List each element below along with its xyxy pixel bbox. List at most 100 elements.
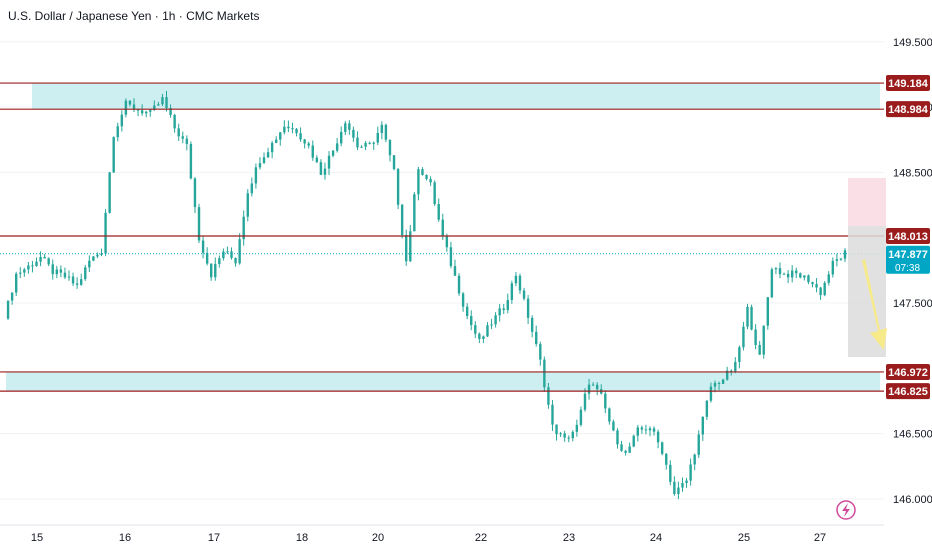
candle-body	[681, 483, 683, 488]
candle-body	[303, 140, 305, 144]
candle-body	[742, 327, 744, 348]
candle-body	[442, 220, 444, 236]
candle-body	[738, 347, 740, 362]
candle-body	[844, 250, 846, 258]
candle-body	[633, 436, 635, 447]
candle-body	[490, 324, 492, 325]
candle-body	[669, 465, 671, 482]
candle-body	[527, 299, 529, 318]
countdown-label: 07:38	[895, 263, 920, 274]
candle-body	[446, 236, 448, 247]
candle-body	[283, 127, 285, 133]
level-badge-label: 148.013	[888, 231, 928, 243]
candle-body	[803, 275, 805, 277]
candle-body	[698, 434, 700, 454]
candle-body	[620, 444, 622, 450]
candle-body	[438, 204, 440, 220]
candle-body	[43, 257, 45, 258]
candle-body	[393, 155, 395, 169]
candle-body	[685, 481, 687, 483]
candle-body	[628, 446, 630, 452]
candles	[7, 91, 846, 499]
candle-body	[608, 408, 610, 421]
candle-body	[568, 438, 570, 439]
candle-body	[125, 101, 127, 115]
candle-body	[474, 325, 476, 334]
candle-body	[645, 429, 647, 430]
candle-body	[828, 274, 830, 282]
candle-body	[702, 417, 704, 435]
candle-body	[710, 387, 712, 401]
y-tick-label: 147.500	[893, 298, 932, 310]
candle-body	[482, 336, 484, 338]
candle-body	[498, 308, 500, 315]
candle-body	[405, 235, 407, 261]
price-lines	[0, 83, 884, 391]
candle-body	[39, 257, 41, 262]
candle-body	[312, 146, 314, 158]
candle-body	[661, 442, 663, 454]
candle-body	[767, 297, 769, 325]
candle-body	[811, 282, 813, 284]
candle-body	[466, 307, 468, 316]
candle-body	[584, 394, 586, 410]
candle-body	[775, 268, 777, 269]
x-tick-label: 15	[31, 532, 43, 544]
x-tick-label: 25	[738, 532, 750, 544]
candle-body	[324, 169, 326, 175]
candle-body	[677, 488, 679, 494]
candle-body	[194, 178, 196, 207]
candle-body	[137, 110, 139, 111]
candle-body	[344, 123, 346, 132]
candle-body	[503, 308, 505, 310]
candle-body	[523, 290, 525, 298]
candle-body	[360, 147, 362, 148]
candle-body	[539, 344, 541, 360]
candle-body	[714, 383, 716, 387]
candle-body	[637, 427, 639, 435]
candle-body	[104, 213, 106, 254]
candle-body	[689, 464, 691, 480]
candle-body	[507, 300, 509, 310]
candle-body	[588, 385, 590, 394]
candle-body	[56, 270, 58, 275]
candle-body	[758, 345, 760, 355]
candle-body	[413, 194, 415, 231]
candle-body	[31, 265, 33, 266]
candle-body	[15, 274, 17, 293]
candle-body	[763, 326, 765, 355]
candle-body	[832, 261, 834, 274]
candle-body	[653, 428, 655, 431]
candle-body	[462, 293, 464, 306]
candle-body	[117, 126, 119, 137]
candle-body	[88, 261, 90, 268]
candle-body	[478, 334, 480, 339]
candle-body	[771, 269, 773, 297]
candle-body	[129, 101, 131, 105]
candle-body	[332, 151, 334, 156]
candle-body	[190, 144, 192, 178]
candle-body	[112, 137, 114, 172]
level-badge-label: 146.825	[888, 386, 928, 398]
y-tick-label: 146.500	[893, 429, 932, 441]
candle-body	[60, 270, 62, 273]
candle-body	[750, 307, 752, 330]
candle-body	[799, 273, 801, 277]
x-tick-label: 22	[475, 532, 487, 544]
level-badge-label: 146.972	[888, 367, 928, 379]
candle-body	[19, 273, 21, 274]
lightning-icon[interactable]	[837, 501, 855, 519]
candle-body	[52, 264, 54, 274]
candle-body	[275, 140, 277, 143]
candle-body	[121, 115, 123, 127]
candle-body	[535, 332, 537, 344]
candle-body	[511, 283, 513, 300]
candle-body	[543, 360, 545, 388]
candle-body	[563, 433, 565, 437]
candle-body	[555, 425, 557, 435]
candle-body	[336, 143, 338, 150]
candle-body	[624, 451, 626, 453]
candle-body	[348, 123, 350, 129]
candle-body	[287, 127, 289, 128]
